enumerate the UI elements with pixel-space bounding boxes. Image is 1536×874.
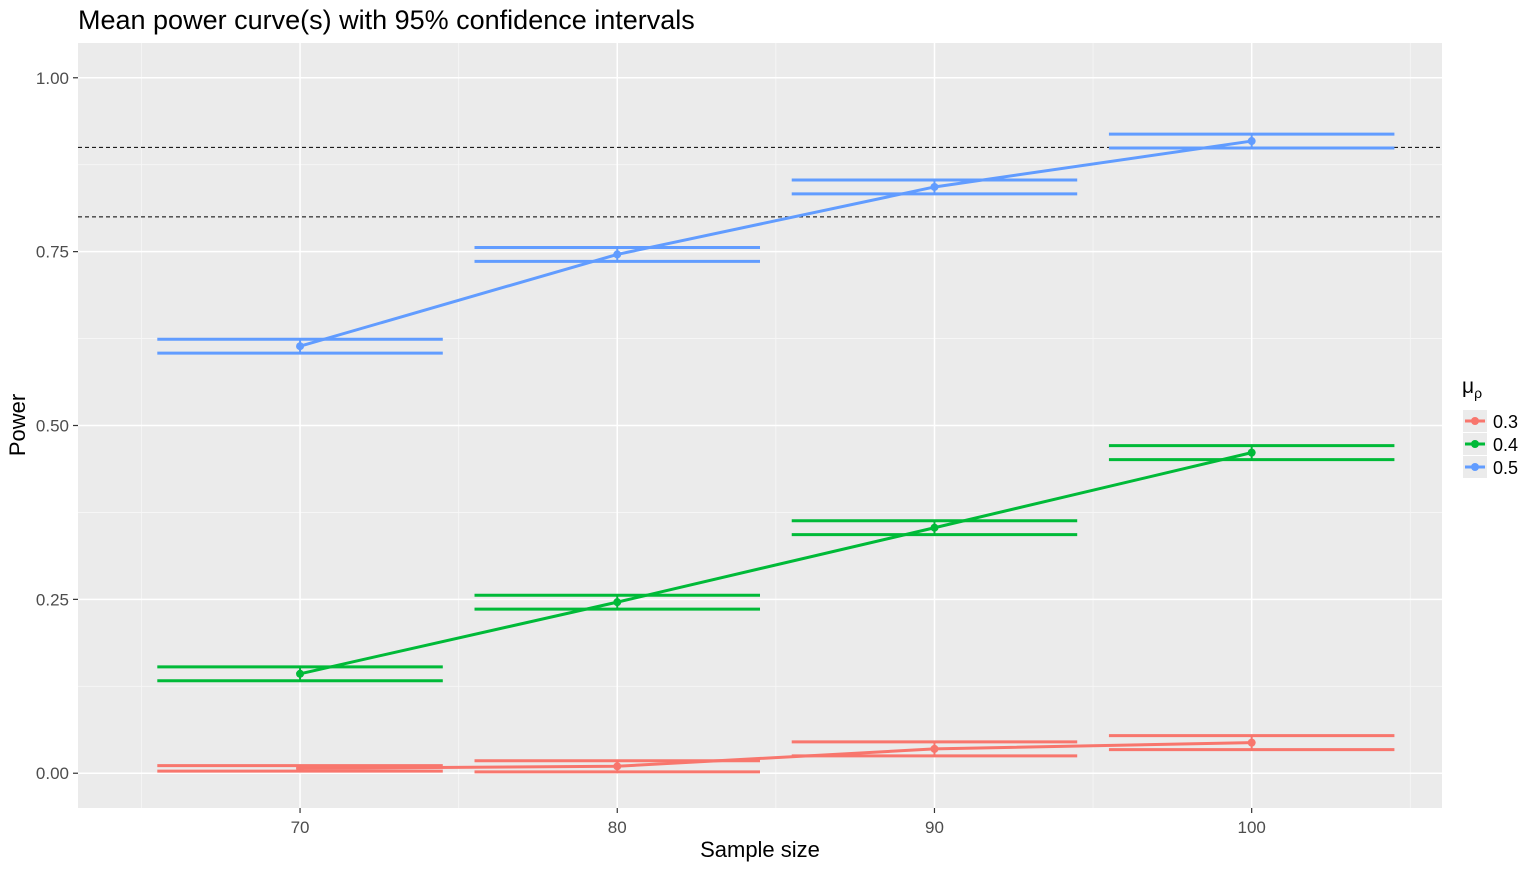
data-point <box>1247 448 1256 457</box>
legend: μρ 0.3 0.4 0.5 <box>1462 375 1518 478</box>
x-tick-label: 80 <box>608 818 627 837</box>
x-tick-label: 70 <box>291 818 310 837</box>
data-point <box>296 764 305 773</box>
x-tick-label: 100 <box>1237 818 1265 837</box>
y-tick-label: 0.75 <box>36 243 69 262</box>
legend-key-point <box>1471 417 1479 425</box>
series-0-5 <box>157 132 1395 355</box>
legend-label: 0.5 <box>1493 458 1518 478</box>
data-point <box>613 762 622 771</box>
legend-key-point <box>1471 440 1479 448</box>
series-0-4 <box>157 444 1395 683</box>
data-point <box>930 744 939 753</box>
x-tick-label: 90 <box>925 818 944 837</box>
series-line <box>299 139 1252 348</box>
data-point <box>296 669 305 678</box>
data-point <box>1247 738 1256 747</box>
data-point <box>296 342 305 351</box>
data-point <box>613 598 622 607</box>
y-tick-label: 0.50 <box>36 417 69 436</box>
axes: 70 80 90 100 0.00 0.25 0.50 0.75 1.00 <box>36 69 1266 837</box>
y-tick-label: 0.25 <box>36 590 69 609</box>
chart-title: Mean power curve(s) with 95% confidence … <box>78 5 695 35</box>
legend-label: 0.3 <box>1493 412 1518 432</box>
series-layer <box>157 132 1395 774</box>
y-tick-label: 0.00 <box>36 764 69 783</box>
legend-title-mu: μ <box>1462 375 1474 398</box>
x-axis-label: Sample size <box>700 837 820 862</box>
y-tick-label: 1.00 <box>36 69 69 88</box>
legend-label: 0.4 <box>1493 435 1518 455</box>
y-axis-label: Power <box>5 394 30 456</box>
data-point <box>930 182 939 191</box>
data-point <box>930 523 939 532</box>
series-line <box>300 741 1252 770</box>
data-point <box>613 250 622 259</box>
data-point <box>1247 137 1256 146</box>
legend-title: μρ <box>1462 375 1482 401</box>
legend-title-subscript: ρ <box>1474 385 1482 401</box>
legend-key-point <box>1471 463 1479 471</box>
series-0-3 <box>157 734 1395 774</box>
series-line <box>299 451 1253 676</box>
